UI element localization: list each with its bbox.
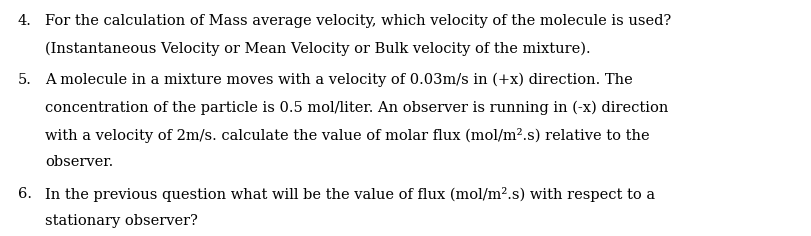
Text: concentration of the particle is 0.5 mol/liter. An observer is running in (-x) d: concentration of the particle is 0.5 mol… <box>45 101 667 115</box>
Text: with a velocity of 2m/s. calculate the value of molar flux (mol/m².s) relative t: with a velocity of 2m/s. calculate the v… <box>45 128 649 143</box>
Text: 6.: 6. <box>18 187 32 201</box>
Text: 5.: 5. <box>18 73 32 87</box>
Text: For the calculation of Mass average velocity, which velocity of the molecule is : For the calculation of Mass average velo… <box>45 14 671 28</box>
Text: A molecule in a mixture moves with a velocity of 0.03m/s in (+x) direction. The: A molecule in a mixture moves with a vel… <box>45 73 632 87</box>
Text: observer.: observer. <box>45 156 113 169</box>
Text: 4.: 4. <box>18 14 32 28</box>
Text: (Instantaneous Velocity or Mean Velocity or Bulk velocity of the mixture).: (Instantaneous Velocity or Mean Velocity… <box>45 42 590 56</box>
Text: In the previous question what will be the value of flux (mol/m².s) with respect : In the previous question what will be th… <box>45 187 654 202</box>
Text: stationary observer?: stationary observer? <box>45 215 198 228</box>
